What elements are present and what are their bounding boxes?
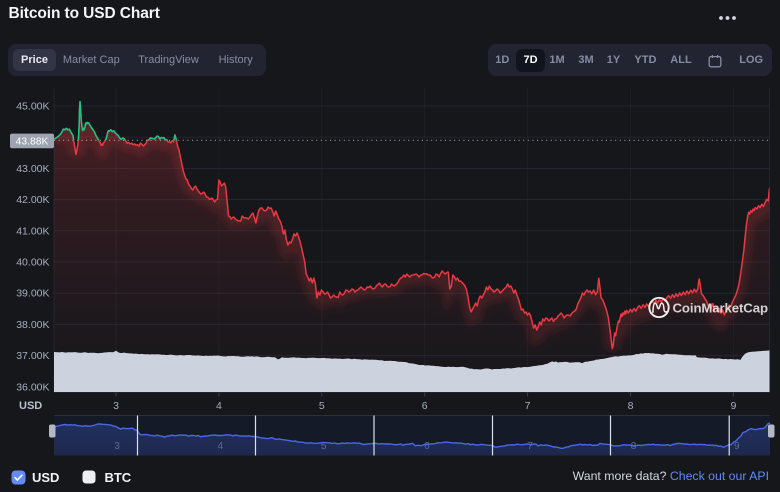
svg-text:43.00K: 43.00K xyxy=(16,163,49,175)
svg-text:38.00K: 38.00K xyxy=(16,319,49,331)
svg-text:39.00K: 39.00K xyxy=(16,288,49,300)
svg-text:36.00K: 36.00K xyxy=(16,381,49,393)
svg-text:37.00K: 37.00K xyxy=(16,350,49,362)
svg-text:7: 7 xyxy=(525,400,531,412)
svg-text:40.00K: 40.00K xyxy=(16,257,49,269)
svg-text:USD: USD xyxy=(19,400,42,412)
svg-text:45.00K: 45.00K xyxy=(16,101,49,113)
svg-text:43.88K: 43.88K xyxy=(16,137,49,148)
svg-text:5: 5 xyxy=(319,400,325,412)
svg-text:6: 6 xyxy=(422,400,428,412)
svg-text:9: 9 xyxy=(730,400,736,412)
svg-text:41.00K: 41.00K xyxy=(16,225,49,237)
svg-text:4: 4 xyxy=(216,400,222,412)
svg-text:3: 3 xyxy=(113,400,119,412)
svg-text:42.00K: 42.00K xyxy=(16,194,49,206)
svg-text:8: 8 xyxy=(628,400,634,412)
svg-text:CoinMarketCap: CoinMarketCap xyxy=(673,300,768,315)
